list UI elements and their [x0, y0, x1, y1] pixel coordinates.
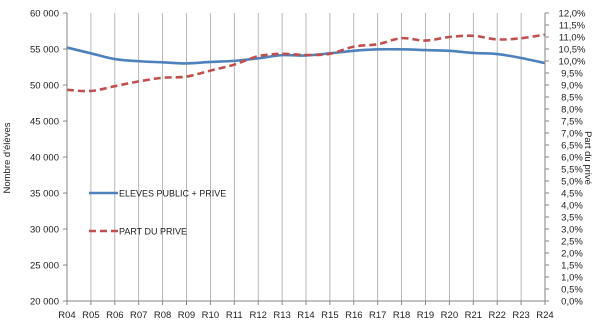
right-tick-label: 6,0%: [561, 152, 583, 163]
grid: [66, 13, 546, 301]
x-tick-labels: R04 R05 R06 R07 R08 R09 R10 R11 R12 R13 R14 R15 R16 R…: [58, 310, 553, 321]
right-tick-label: 12,0%: [559, 8, 586, 19]
series-line-part-prive: [66, 33, 546, 93]
x-tick-label: R16: [345, 310, 362, 321]
right-tick-label: 4,5%: [561, 188, 583, 199]
x-tick-label: R05: [82, 310, 99, 321]
left-tick-label: 45 000: [30, 116, 59, 127]
right-tick-label: 11,5%: [559, 20, 586, 31]
x-tick-label: R19: [417, 310, 434, 321]
x-tick-label: R12: [249, 310, 266, 321]
right-tick-label: 1,0%: [561, 272, 583, 283]
x-tick-label: R07: [130, 310, 147, 321]
right-tick-label: 6,5%: [561, 140, 583, 151]
x-tick-label: R20: [441, 310, 458, 321]
right-tick-label: 1,5%: [561, 260, 583, 271]
right-tick-label: 8,0%: [561, 104, 583, 115]
right-axis-title: Part du privé: [582, 131, 592, 185]
x-tick-label: R17: [369, 310, 386, 321]
x-tick-label: R06: [106, 310, 123, 321]
right-tick-label: 7,5%: [561, 116, 583, 127]
x-tick-label: R08: [154, 310, 171, 321]
right-tick-labels: 0,0%0,5%1,0%1,5%2,0%2,5%3,0%3,5%4,0%4,5%…: [559, 8, 586, 307]
right-tick-label: 7,0%: [561, 128, 583, 139]
left-tick-label: 60 000: [30, 8, 59, 19]
right-tick-label: 5,0%: [561, 176, 583, 187]
x-tick-label: R18: [393, 310, 410, 321]
right-tick-label: 0,5%: [561, 284, 583, 295]
series-layer: [66, 33, 546, 93]
left-tick-label: 30 000: [30, 224, 59, 235]
right-tick-label: 4,0%: [561, 200, 583, 211]
x-tick-label: R23: [512, 310, 529, 321]
right-tick-label: 10,5%: [559, 44, 586, 55]
left-tick-labels: 20 000 25 000 30 000 35 000 40 000 45 000 50 0…: [30, 8, 59, 307]
x-tick-label: R04: [58, 310, 75, 321]
left-tick-label: 55 000: [30, 44, 59, 55]
x-tick-label: R24: [536, 310, 553, 321]
right-tick-label: 9,5%: [561, 68, 583, 79]
x-tick-label: R15: [321, 310, 338, 321]
x-tick-label: R09: [178, 310, 195, 321]
left-tick-label: 40 000: [30, 152, 59, 163]
legend-label: ELEVES PUBLIC + PRIVE: [119, 188, 226, 198]
right-tick-label: 2,0%: [561, 248, 583, 259]
x-tick-label: R21: [465, 310, 482, 321]
legend: ELEVES PUBLIC + PRIVE PART DU PRIVE: [89, 188, 226, 236]
legend-label: PART DU PRIVE: [119, 226, 187, 236]
axes: [63, 12, 549, 305]
right-tick-label: 9,0%: [561, 80, 583, 91]
x-tick-label: R22: [488, 310, 505, 321]
right-tick-label: 8,5%: [561, 92, 583, 103]
x-tick-label: R11: [226, 310, 243, 321]
x-tick-label: R10: [202, 310, 219, 321]
left-tick-label: 50 000: [30, 80, 59, 91]
left-tick-label: 20 000: [30, 296, 59, 307]
right-tick-label: 2,5%: [561, 236, 583, 247]
left-tick-label: 35 000: [30, 188, 59, 199]
x-tick-label: R14: [297, 310, 314, 321]
left-axis-title: Nombre d'élèves: [2, 122, 13, 193]
right-tick-label: 10,0%: [559, 56, 586, 67]
right-tick-label: 11,0%: [559, 32, 586, 43]
right-tick-label: 5,5%: [561, 164, 583, 175]
right-tick-label: 3,5%: [561, 212, 583, 223]
right-tick-label: 0,0%: [561, 296, 583, 307]
x-tick-label: R13: [273, 310, 290, 321]
right-tick-label: 3,0%: [561, 224, 583, 235]
left-tick-label: 25 000: [30, 260, 59, 271]
